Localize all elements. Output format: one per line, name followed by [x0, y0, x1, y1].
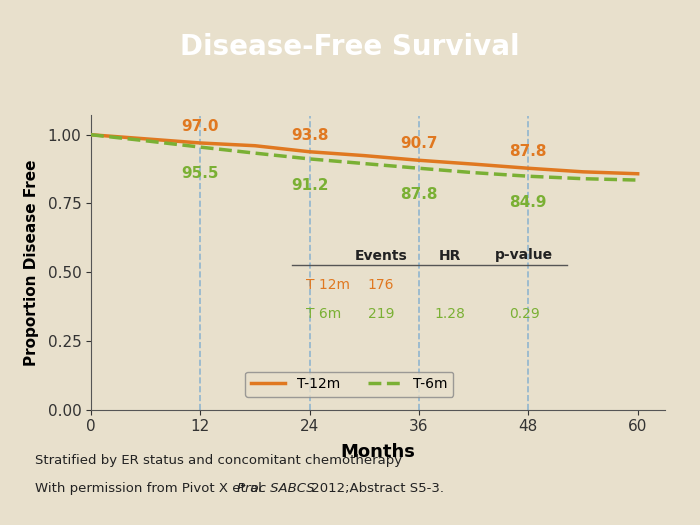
Text: Disease-Free Survival: Disease-Free Survival — [180, 33, 520, 61]
Legend: T-12m, T-6m: T-12m, T-6m — [245, 372, 454, 397]
Text: 219: 219 — [368, 307, 394, 321]
Text: T 6m: T 6m — [307, 307, 342, 321]
X-axis label: Months: Months — [341, 443, 415, 460]
Text: 90.7: 90.7 — [400, 136, 438, 152]
Y-axis label: Proportion Disease Free: Proportion Disease Free — [25, 159, 39, 366]
Text: 87.8: 87.8 — [400, 187, 438, 203]
Text: 0.29: 0.29 — [509, 307, 540, 321]
Text: 2012;Abstract S5-3.: 2012;Abstract S5-3. — [307, 482, 444, 495]
Text: 97.0: 97.0 — [181, 119, 219, 134]
Text: T 12m: T 12m — [307, 278, 350, 292]
Text: 93.8: 93.8 — [291, 128, 328, 143]
Text: 176: 176 — [368, 278, 394, 292]
Text: HR: HR — [439, 248, 461, 262]
Text: With permission from Pivot X et al.: With permission from Pivot X et al. — [35, 482, 270, 495]
Text: 91.2: 91.2 — [291, 178, 328, 193]
Text: Stratified by ER status and concomitant chemotherapy: Stratified by ER status and concomitant … — [35, 454, 402, 467]
Text: 84.9: 84.9 — [510, 195, 547, 211]
Text: Events: Events — [354, 248, 407, 262]
Text: 87.8: 87.8 — [510, 144, 547, 160]
Text: 1.28: 1.28 — [434, 307, 466, 321]
Text: 95.5: 95.5 — [181, 166, 219, 181]
Text: p-value: p-value — [496, 248, 554, 262]
Text: Proc SABCS: Proc SABCS — [237, 482, 314, 495]
